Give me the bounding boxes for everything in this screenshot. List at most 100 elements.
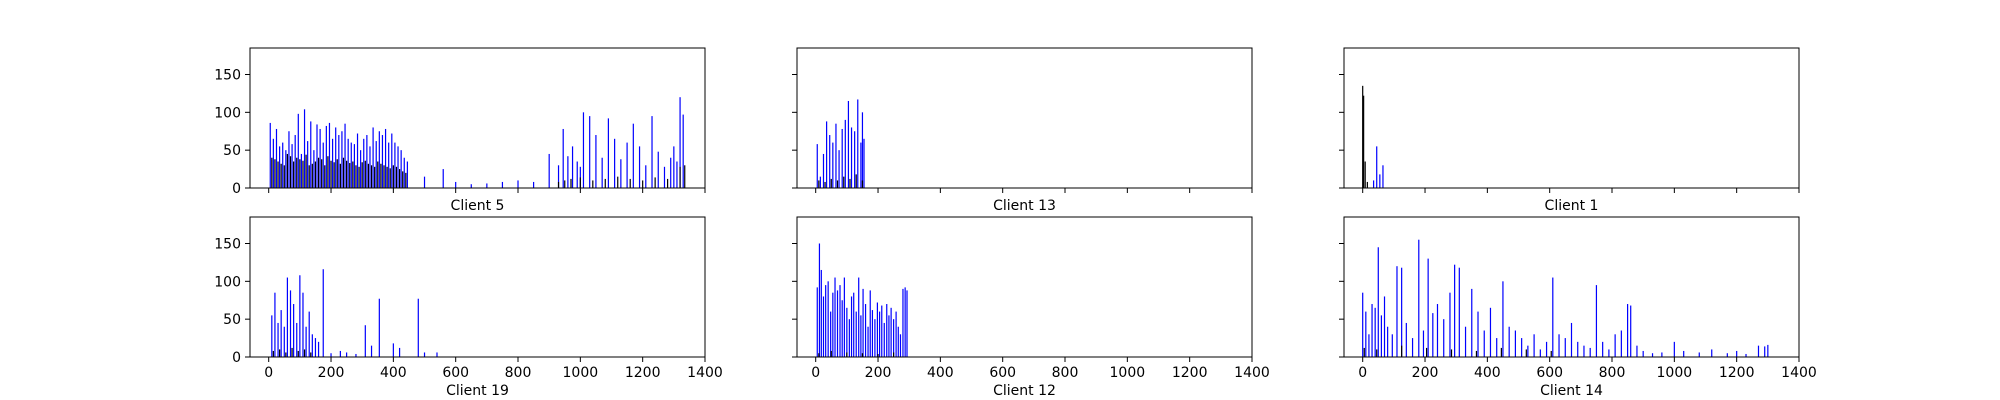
bar — [564, 180, 566, 188]
bar — [663, 166, 666, 188]
bar — [436, 352, 438, 357]
bar — [854, 131, 856, 188]
bar — [1564, 338, 1566, 357]
bar — [841, 300, 843, 357]
bar — [1382, 165, 1384, 188]
bar — [375, 141, 377, 188]
bar — [327, 156, 329, 188]
bar — [1636, 345, 1638, 357]
bar — [293, 304, 295, 357]
bar — [501, 181, 504, 188]
bar — [277, 161, 279, 188]
bar — [849, 178, 851, 188]
subplot-title: Client 13 — [993, 198, 1056, 214]
bar — [272, 138, 274, 188]
axes-frame — [796, 216, 1253, 358]
x-tick-label: 400 — [380, 365, 407, 381]
bar — [402, 171, 404, 188]
bar — [848, 319, 850, 357]
bar — [341, 131, 343, 188]
bar — [369, 146, 371, 188]
bar — [832, 142, 834, 188]
bar — [670, 157, 672, 188]
bar — [355, 165, 357, 188]
bar — [272, 350, 274, 357]
bar — [1379, 174, 1381, 188]
bar — [878, 311, 881, 357]
bar — [904, 287, 906, 357]
bar — [307, 141, 309, 188]
bar — [285, 352, 287, 357]
bar — [830, 350, 832, 357]
x-tick-label: 800 — [505, 365, 532, 381]
bar — [335, 127, 337, 188]
bar — [1376, 146, 1378, 188]
bar — [557, 165, 560, 188]
bar — [861, 180, 864, 188]
bar — [300, 153, 303, 188]
bar — [855, 311, 857, 357]
bar — [871, 310, 874, 357]
bar — [632, 123, 634, 188]
bar — [826, 121, 828, 188]
bar — [1475, 350, 1478, 357]
bar — [1411, 338, 1414, 357]
bar — [667, 178, 669, 188]
bar — [1558, 334, 1560, 357]
x-tick-label: 200 — [318, 365, 345, 381]
bar — [280, 163, 282, 188]
bar — [1363, 95, 1365, 188]
bar — [1401, 267, 1403, 357]
bar — [358, 166, 360, 188]
bar — [1387, 326, 1389, 357]
bar — [853, 292, 855, 357]
bar — [308, 165, 310, 188]
bar — [844, 119, 846, 188]
bar — [1443, 319, 1445, 357]
bar — [1539, 349, 1541, 357]
bar — [311, 163, 313, 188]
bar — [620, 159, 622, 188]
bar — [684, 165, 686, 188]
bar — [881, 305, 883, 357]
bar — [1365, 311, 1367, 357]
bar — [607, 118, 609, 188]
bar — [1496, 338, 1498, 357]
x-tick-label: 600 — [442, 365, 469, 381]
bar — [1521, 338, 1523, 357]
bar — [888, 315, 890, 357]
x-tick-label: 1200 — [1172, 365, 1208, 381]
bar — [1364, 161, 1366, 188]
bar — [291, 347, 293, 357]
bar — [893, 319, 895, 357]
y-tick-label: 0 — [232, 350, 241, 366]
bar — [1383, 296, 1386, 357]
bar — [834, 277, 836, 357]
y-tick-label: 50 — [223, 143, 241, 159]
x-tick-label: 600 — [989, 365, 1016, 381]
bar — [1525, 349, 1527, 357]
bar — [289, 156, 292, 188]
bar — [1673, 341, 1675, 357]
bar — [1552, 277, 1554, 357]
bar — [367, 163, 370, 188]
bar — [372, 127, 374, 188]
bar — [302, 160, 304, 188]
bar — [858, 277, 860, 357]
bar — [308, 311, 310, 357]
x-tick-label: 1400 — [687, 365, 723, 381]
bar — [861, 112, 864, 188]
bar — [629, 178, 631, 188]
bar — [1577, 341, 1579, 357]
bar — [350, 142, 352, 188]
bar — [313, 150, 315, 188]
bar — [271, 157, 273, 188]
bar — [280, 310, 282, 357]
bar — [383, 165, 385, 188]
bar — [1602, 341, 1604, 357]
bar — [299, 159, 301, 188]
subplot-1: 0 50 100 150 Client 5 — [214, 47, 706, 214]
bar — [305, 154, 307, 188]
bar — [1477, 311, 1479, 357]
bar — [311, 334, 313, 357]
